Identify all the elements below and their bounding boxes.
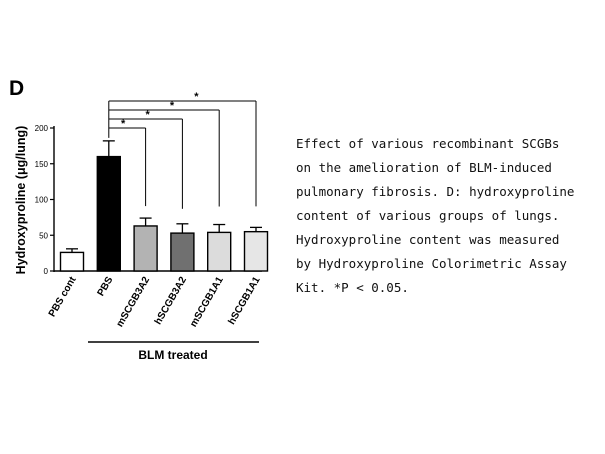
x-tick-label: PBS cont [47,274,79,319]
x-tick-label: mSCGB1A1 [188,275,226,329]
caption-line: by Hydroxyproline Colorimetric Assay [296,256,567,271]
y-tick-label: 100 [35,196,49,205]
panel-label: D [9,77,24,100]
x-tick-label: hSCGB1A1 [226,275,262,327]
significance-brackets: * * * * [108,91,257,209]
x-tick-label: hSCGB3A2 [153,275,189,327]
caption-line: content of various groups of lungs. [296,208,560,223]
caption-line: on the amelioration of BLM-induced [296,160,552,175]
bar [59,251,85,272]
bars [59,140,269,272]
y-tick-label: 0 [44,267,49,276]
caption-line: Effect of various recombinant SCGBs [296,136,560,151]
bar [206,231,232,272]
bar [170,232,195,272]
group-label: BLM treated [138,348,207,362]
caption-line: Kit. *P < 0.05. [296,280,409,295]
bar [243,230,269,272]
bar [133,225,158,272]
figure-caption: Effect of various recombinant SCGBs on t… [296,132,596,300]
significance-star: * [170,100,175,112]
significance-star: * [121,118,126,130]
x-tick-label: mSCGB3A2 [115,275,153,329]
significance-star: * [194,91,199,103]
y-tick-label: 150 [35,160,49,169]
caption-line: pulmonary fibrosis. D: hydroxyproline [296,184,575,199]
x-tick-label: PBS [96,275,116,299]
y-tick-label: 200 [35,124,49,133]
significance-star: * [145,109,150,121]
y-axis-label: Hydroxyproline (μg/lung) [14,126,28,275]
caption-line: Hydroxyproline content was measured [296,232,560,247]
y-tick-label: 50 [39,231,48,240]
x-tick-labels: PBS cont PBS mSCGB3A2 hSCGB3A2 mSCGB1A1 hSCGB… [47,274,263,329]
bar [96,155,122,272]
